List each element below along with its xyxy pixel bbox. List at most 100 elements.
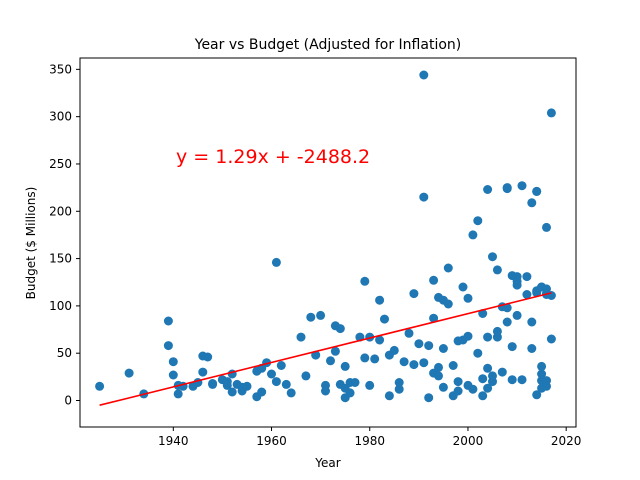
data-point [414,339,424,349]
data-point [488,252,497,262]
data-point [370,354,380,364]
data-point [546,291,556,300]
data-point [512,310,522,320]
data-point [271,377,281,387]
x-axis-ticks: 1940 1960 1980 2000 2020 [158,427,581,448]
data-point [483,383,493,393]
data-point [360,353,370,363]
data-point [512,280,522,290]
data-point [326,356,335,366]
data-point [95,381,105,391]
data-point [522,272,532,282]
data-point [394,378,404,387]
data-point [492,326,502,336]
data-point [404,328,414,338]
y-tick-label: 0 [64,394,72,408]
data-point [242,381,252,391]
data-point [316,310,326,320]
y-axis-label: Budget ($ Millions) [24,187,38,300]
data-point [306,312,316,322]
data-point [473,348,483,358]
data-point [222,377,232,387]
data-point [163,316,173,326]
data-point [163,341,173,351]
y-tick-label: 300 [49,110,72,124]
data-point [532,186,542,196]
data-point [419,358,429,368]
data-point [532,390,542,400]
data-point [478,391,488,401]
data-point [124,368,134,378]
data-point [507,342,517,352]
data-point [424,393,434,403]
data-point [208,379,218,388]
data-point [375,295,385,305]
data-point [409,360,419,370]
data-point [522,290,532,299]
data-point [458,282,468,292]
data-points [95,70,556,403]
data-point [360,276,370,286]
data-point [429,275,439,285]
data-point [463,331,473,341]
data-point [321,386,330,396]
data-point [399,357,409,367]
y-tick-label: 150 [49,252,72,266]
data-point [281,379,291,389]
data-point [453,377,463,387]
data-point [483,185,493,194]
data-point [434,371,443,381]
chart-title: Year vs Budget (Adjusted for Inflation) [194,37,461,53]
data-point [546,334,556,344]
data-point [438,344,448,353]
data-point [330,346,340,356]
data-point [542,381,551,391]
data-point [463,293,473,303]
data-point [527,198,537,208]
data-point [468,230,478,240]
data-point [375,335,385,345]
y-tick-label: 50 [57,346,72,360]
data-point [438,382,448,392]
data-point [478,374,488,384]
data-point [271,257,281,267]
data-point [497,367,507,377]
y-axis-ticks: 0 50 100 150 200 250 300 350 [49,62,80,408]
data-point [203,352,213,362]
data-point [296,332,306,342]
data-point [429,313,439,323]
x-axis-label: Year [314,456,340,470]
data-point [198,367,208,377]
data-point [350,378,360,387]
data-point [507,375,517,385]
regression-layer [99,292,552,406]
x-tick-label: 1940 [158,434,189,448]
data-point [546,108,556,118]
data-point [434,362,443,372]
data-point [537,361,547,371]
regression-line [99,292,552,406]
data-point [389,345,399,355]
y-tick-label: 200 [49,204,72,218]
data-point [488,371,497,381]
data-point [468,384,478,394]
data-point [168,357,178,367]
x-tick-label: 1980 [354,434,385,448]
data-point [335,324,345,334]
y-tick-label: 350 [49,62,72,76]
data-point [527,344,537,353]
y-tick-label: 100 [49,299,72,313]
data-point [502,317,512,327]
x-tick-label: 2000 [453,434,484,448]
data-point [527,317,537,327]
data-point [276,361,286,370]
data-point [424,341,434,351]
data-point [448,361,458,370]
data-point [443,299,453,309]
data-point [542,222,551,232]
data-point [409,289,419,299]
data-point [286,388,296,398]
data-point [168,370,178,380]
